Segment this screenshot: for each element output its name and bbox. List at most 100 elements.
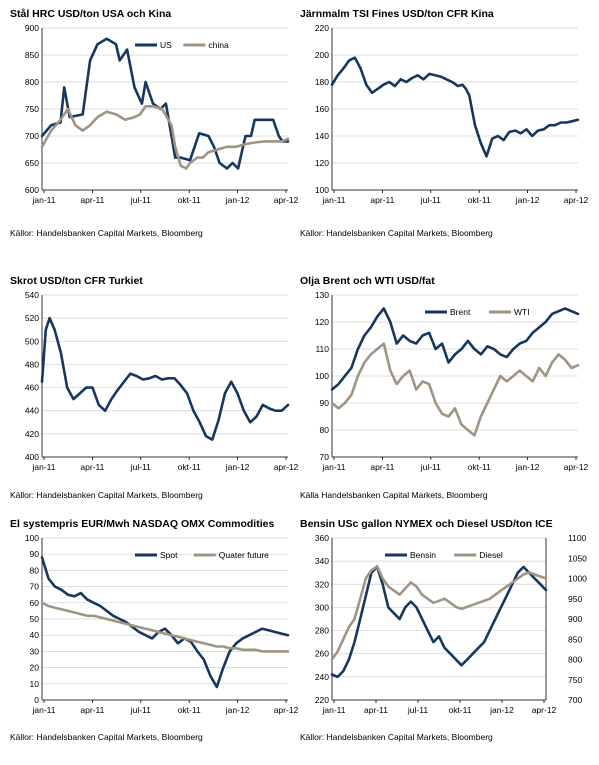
x-tick-label: jan-11 (32, 462, 56, 472)
x-tick-label: jan-11 (322, 462, 346, 472)
x-tick-label: jan-12 (225, 462, 250, 472)
chart-plot: 0 10 20 30 40 50 60 70 80 90 100 jan-11 apr-11 jul-11… (25, 533, 299, 715)
y-tick-label: 320 (315, 579, 329, 589)
y-tick-label: 90 (320, 398, 330, 408)
x-tick-label: apr-12 (532, 705, 557, 715)
chart-plot: 220 240 260 280 300 320 340 360 700 750 800 850 900 9… (315, 533, 587, 715)
y-tick-label: 160 (315, 104, 329, 114)
y-tick-label: 340 (315, 556, 329, 566)
y-tick-label: 800 (25, 77, 39, 87)
chart-plot: 70 80 90 100 110 120 130 jan-11 apr-11 jul-11 okt-… (315, 290, 589, 472)
y-tick-label: 0 (34, 695, 39, 705)
chart-title: Stål HRC USD/ton USA och Kina (10, 8, 172, 20)
legend-label: Quater future (219, 550, 269, 560)
series-line-1 (40, 601, 290, 653)
y-tick-label: 500 (25, 336, 39, 346)
chart-panel-4: El systempris EUR/Mwh NASDAQ OMX Commodi… (10, 518, 300, 748)
x-tick-label: jan-12 (225, 705, 250, 715)
legend-label: Spot (160, 550, 178, 560)
x-tick-label: jul-11 (407, 705, 428, 715)
y-tick-label: 750 (25, 104, 39, 114)
legend-label: china (208, 40, 229, 50)
x-tick-label: jan-12 (225, 195, 250, 205)
chart-title: El systempris EUR/Mwh NASDAQ OMX Commodi… (10, 518, 275, 530)
x-tick-label: okt-11 (449, 705, 472, 715)
y-tick-label: 120 (315, 317, 329, 327)
chart-source: Källor: Handelsbanken Capital Markets, B… (300, 732, 493, 742)
x-tick-label: apr-11 (80, 705, 104, 715)
x-tick-label: okt-11 (178, 705, 201, 715)
y-tick-label: 460 (25, 383, 39, 393)
y-tick-label: 130 (315, 290, 329, 300)
chart-title: Järnmalm TSI Fines USD/ton CFR Kina (300, 8, 494, 20)
x-tick-label: jan-11 (322, 195, 346, 205)
chart-panel-2: Skrot USD/ton CFR Turkiet 400 420 440 460 48… (10, 275, 300, 505)
y-tick-label: 220 (315, 23, 329, 33)
series-line-0 (40, 316, 290, 441)
y2-tick-label: 750 (568, 675, 582, 685)
y2-tick-label: 850 (568, 634, 582, 644)
y-tick-label: 90 (30, 549, 40, 559)
y-tick-label: 10 (30, 679, 40, 689)
x-tick-label: jul-11 (130, 195, 151, 205)
y-tick-label: 260 (315, 649, 329, 659)
legend-label: US (160, 40, 172, 50)
chart-title: Skrot USD/ton CFR Turkiet (10, 275, 143, 287)
y-tick-label: 900 (25, 23, 39, 33)
chart-panel-3: Olja Brent och WTI USD/fat 70 80 90 100 110 1… (300, 275, 590, 505)
y2-tick-label: 1000 (568, 574, 587, 584)
y-tick-label: 200 (315, 50, 329, 60)
y-tick-label: 700 (25, 131, 39, 141)
y-tick-label: 80 (30, 565, 40, 575)
y-tick-label: 110 (315, 344, 329, 354)
y2-tick-label: 700 (568, 695, 582, 705)
x-tick-label: jul-11 (130, 462, 151, 472)
y-tick-label: 100 (315, 185, 329, 195)
y2-tick-label: 950 (568, 594, 582, 604)
y-tick-label: 360 (315, 533, 329, 543)
y-tick-label: 60 (30, 598, 40, 608)
chart-plot: 100 120 140 160 180 200 220 jan-11 apr-11 jul-11 o… (315, 23, 589, 205)
y-tick-label: 520 (25, 313, 39, 323)
chart-panel-0: Stål HRC USD/ton USA och Kina 600 650 700 7… (10, 8, 300, 238)
y-tick-label: 480 (25, 359, 39, 369)
series-line-0 (330, 56, 580, 158)
x-tick-label: jul-11 (420, 462, 441, 472)
y-tick-label: 440 (25, 406, 39, 416)
x-tick-label: jan-11 (322, 705, 346, 715)
x-tick-label: apr-11 (370, 195, 394, 205)
y-tick-label: 280 (315, 626, 329, 636)
y-tick-label: 50 (30, 614, 40, 624)
x-tick-label: apr-11 (370, 462, 394, 472)
y-tick-label: 220 (315, 695, 329, 705)
x-tick-label: jan-12 (515, 195, 540, 205)
chart-source: Källor: Handelsbanken Capital Markets, B… (10, 490, 203, 500)
y-tick-label: 650 (25, 158, 39, 168)
series-line-0 (330, 565, 548, 679)
x-tick-label: apr-12 (564, 195, 589, 205)
y-tick-label: 100 (25, 533, 39, 543)
x-tick-label: apr-12 (274, 705, 299, 715)
x-tick-label: okt-11 (468, 462, 491, 472)
y-tick-label: 850 (25, 50, 39, 60)
y-tick-label: 240 (315, 672, 329, 682)
y-tick-label: 70 (30, 582, 40, 592)
chart-title: Olja Brent och WTI USD/fat (300, 275, 435, 287)
x-tick-label: okt-11 (178, 195, 201, 205)
y-tick-label: 20 (30, 663, 40, 673)
chart-plot: 400 420 440 460 480 500 520 540 jan-11 apr-11 jul-… (25, 290, 299, 472)
y2-tick-label: 1050 (568, 553, 587, 563)
y-tick-label: 120 (315, 158, 329, 168)
x-tick-label: okt-11 (178, 462, 201, 472)
y2-tick-label: 900 (568, 614, 582, 624)
chart-source: Källor: Handelsbanken Capital Markets, B… (10, 732, 203, 742)
x-tick-label: jan-11 (32, 195, 56, 205)
y-tick-label: 400 (25, 452, 39, 462)
x-tick-label: apr-12 (564, 462, 589, 472)
chart-source: Källor: Handelsbanken Capital Markets, B… (300, 228, 493, 238)
y-tick-label: 420 (25, 429, 39, 439)
y-tick-label: 40 (30, 630, 40, 640)
series-line-0 (40, 556, 290, 689)
x-tick-label: jul-11 (420, 195, 441, 205)
legend-label: Brent (450, 307, 471, 317)
